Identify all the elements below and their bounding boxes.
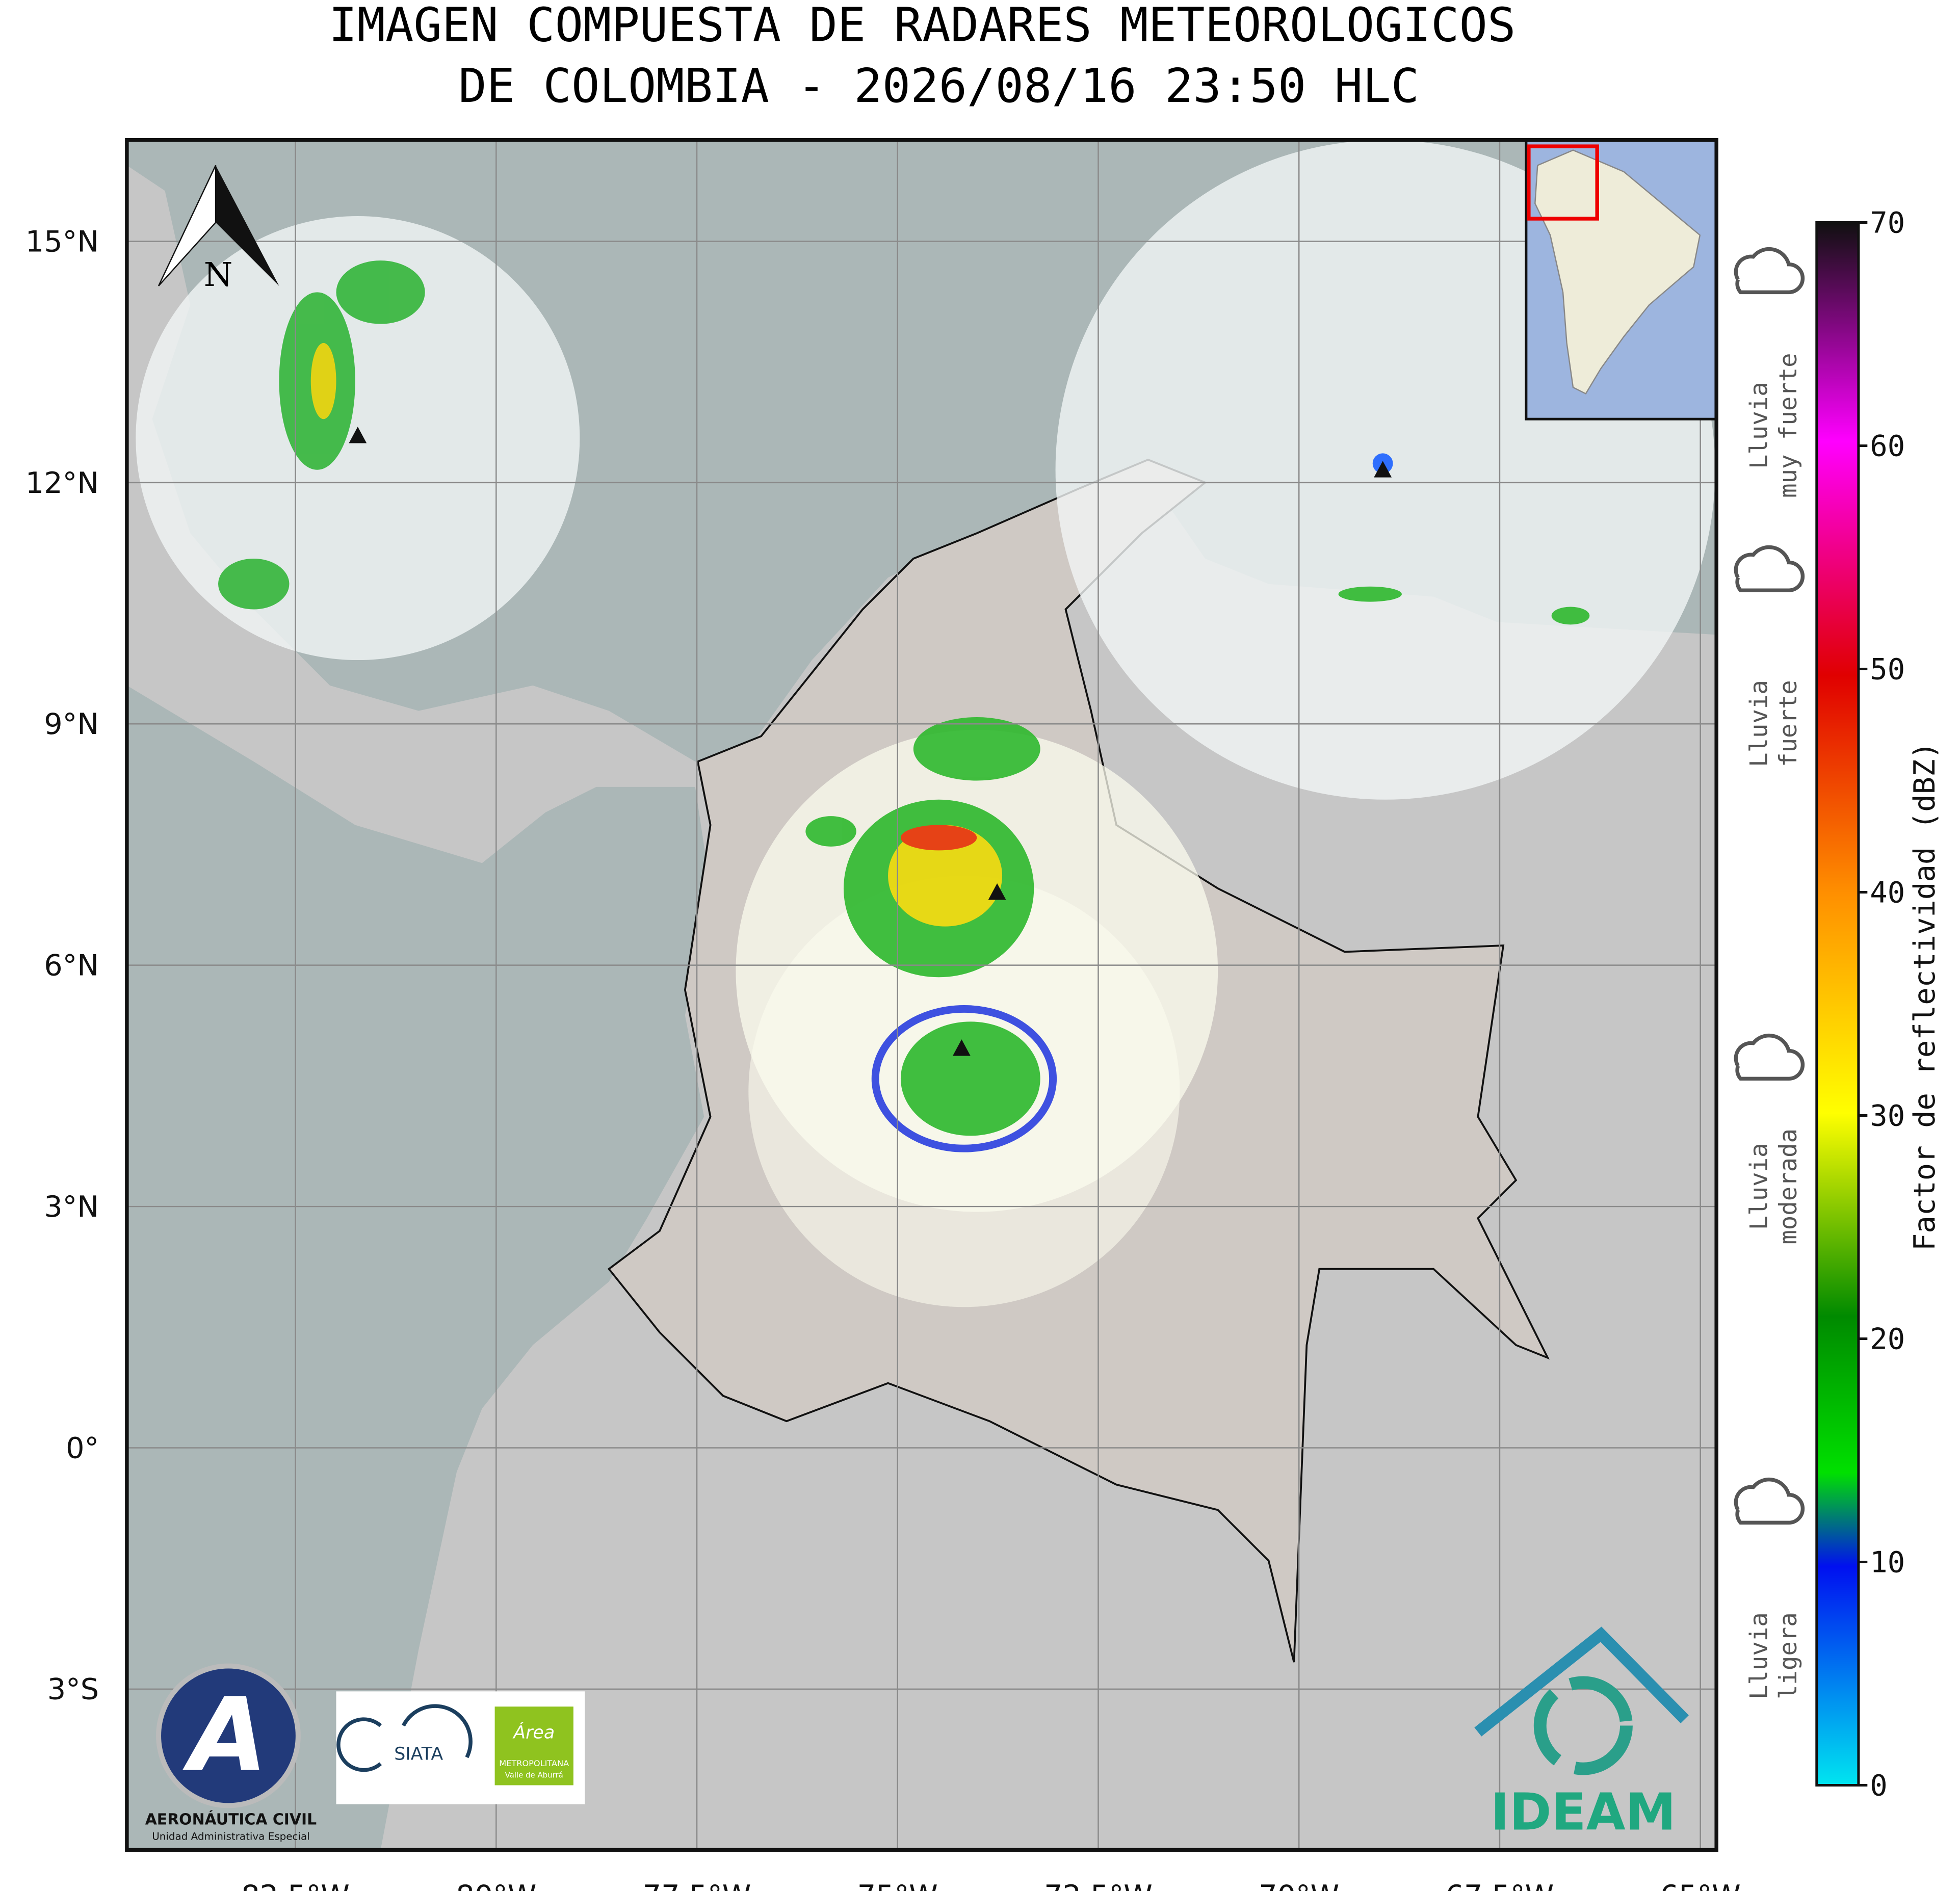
x-tick-label: 75°W [857,1879,938,1891]
rect-shape [494,1706,573,1785]
rain-label: moderada [1774,1128,1802,1245]
ellipse-shape [218,558,290,610]
text-shape: A [182,1676,268,1794]
ellipse-shape [336,260,425,324]
rain-label: Lluvia [1745,1143,1773,1230]
text-shape: Valle de Aburrá [505,1771,563,1780]
circle-shape [1533,1676,1633,1775]
weather-icon [1734,545,1805,592]
north-arrow: N [158,165,279,294]
x-tick-label: 77.5°W [643,1879,751,1891]
path-shape [336,1704,473,1772]
y-tick-label: 3°N [44,1190,99,1224]
map-frame [125,138,1718,1852]
polygon-shape [1374,461,1392,478]
circle-shape [156,1663,301,1808]
radar-echoes [218,260,1590,1152]
text-shape: Unidad Administrativa Especial [152,1831,309,1843]
text-shape: N [204,256,233,294]
map-area: N [126,140,1717,1850]
graticule [126,140,1717,1850]
colorbar-tick-label: 0 [1870,1769,1887,1802]
x-tick-label: 82.5°W [241,1879,350,1891]
text-shape: IDEAM [1491,1783,1676,1842]
x-tick-label: 72.5°W [1044,1879,1153,1891]
text-shape: Área [512,1721,555,1743]
pacific-ocean [126,685,711,1850]
colorbar-tick-label: 30 [1870,1099,1905,1133]
radar-sites [349,427,1392,1056]
x-axis: 82.5°W 80°W 77.5°W 75°W 72.5°W 70°W 67.5°W 65°W [241,1879,1740,1891]
ellipse-shape [1551,607,1590,625]
text-shape: SIATA [394,1744,443,1765]
inset-map [1525,140,1717,421]
y-axis: 15°N 12°N 9°N 6°N 3°N 0° 3°S [25,225,99,1706]
logo-ideam: IDEAM [1474,1626,1689,1842]
text-shape: AERONÁUTICA CIVIL [145,1810,317,1829]
weather-icon [1734,1477,1805,1525]
rain-label: Lluvia [1745,1612,1773,1699]
ellipse-shape [900,1021,1040,1136]
ellipse-shape [871,1005,1057,1152]
x-tick-label: 67.5°W [1446,1879,1554,1891]
y-tick-label: 12°N [25,466,99,500]
ellipse-shape [805,816,856,847]
polygon-shape [349,427,367,443]
colorbar-tick-label: 50 [1870,652,1905,686]
path-shape [1474,1626,1689,1737]
rain-label: Lluvia [1745,680,1773,767]
ellipse-shape [310,343,336,419]
text-shape: DE COLOMBIA - 2026/08/16 23:50 HLC [458,59,1419,113]
y-tick-label: 0° [66,1431,99,1465]
y-tick-label: 6°N [44,949,99,983]
colorbar-tick-label: 10 [1870,1545,1905,1579]
rain-label: Lluvia [1745,382,1773,469]
colorbar-tick-label: 60 [1870,429,1905,463]
colorbar-tick-label: 70 [1870,206,1905,240]
rain-label: muy fuerte [1774,353,1802,498]
weather-icon [1734,1033,1805,1081]
ellipse-shape [913,717,1040,781]
colorbar-tick-label: 20 [1870,1322,1905,1356]
ellipse-shape [888,825,1003,927]
text-shape: METROPOLITANA [499,1758,569,1768]
colorbar-axis: 0 10 20 30 40 50 60 70 [1858,206,1905,1802]
ellipse-shape [1338,586,1402,602]
polygon-shape [1534,149,1701,395]
polygon-shape [216,165,279,286]
logo-aerocivil: A AERONÁUTICA CIVIL Unidad Administrativ… [145,1663,317,1843]
y-tick-label: 15°N [25,225,99,258]
logo-siata-area: SIATA Área METROPOLITANA Valle de Aburrá [336,1691,585,1804]
colorbar [1815,221,1860,1787]
y-tick-label: 3°S [47,1673,99,1706]
polygon-shape [952,1039,971,1056]
x-tick-label: 70°W [1259,1879,1339,1891]
text-shape: Factor de reflectividad (dBZ) [1908,742,1942,1251]
rain-label: fuerte [1774,680,1802,767]
ellipse-shape [900,825,977,851]
x-tick-label: 65°W [1660,1879,1741,1891]
x-tick-label: 80°W [456,1879,536,1891]
polygon-shape [988,883,1006,900]
y-tick-label: 9°N [44,707,99,741]
rain-label: ligera [1774,1612,1802,1699]
weather-icon [1734,247,1805,295]
rect-shape [1527,144,1599,221]
colorbar-tick-label: 40 [1870,876,1905,909]
text-shape: IMAGEN COMPUESTA DE RADARES METEOROLOGIC… [329,0,1515,52]
